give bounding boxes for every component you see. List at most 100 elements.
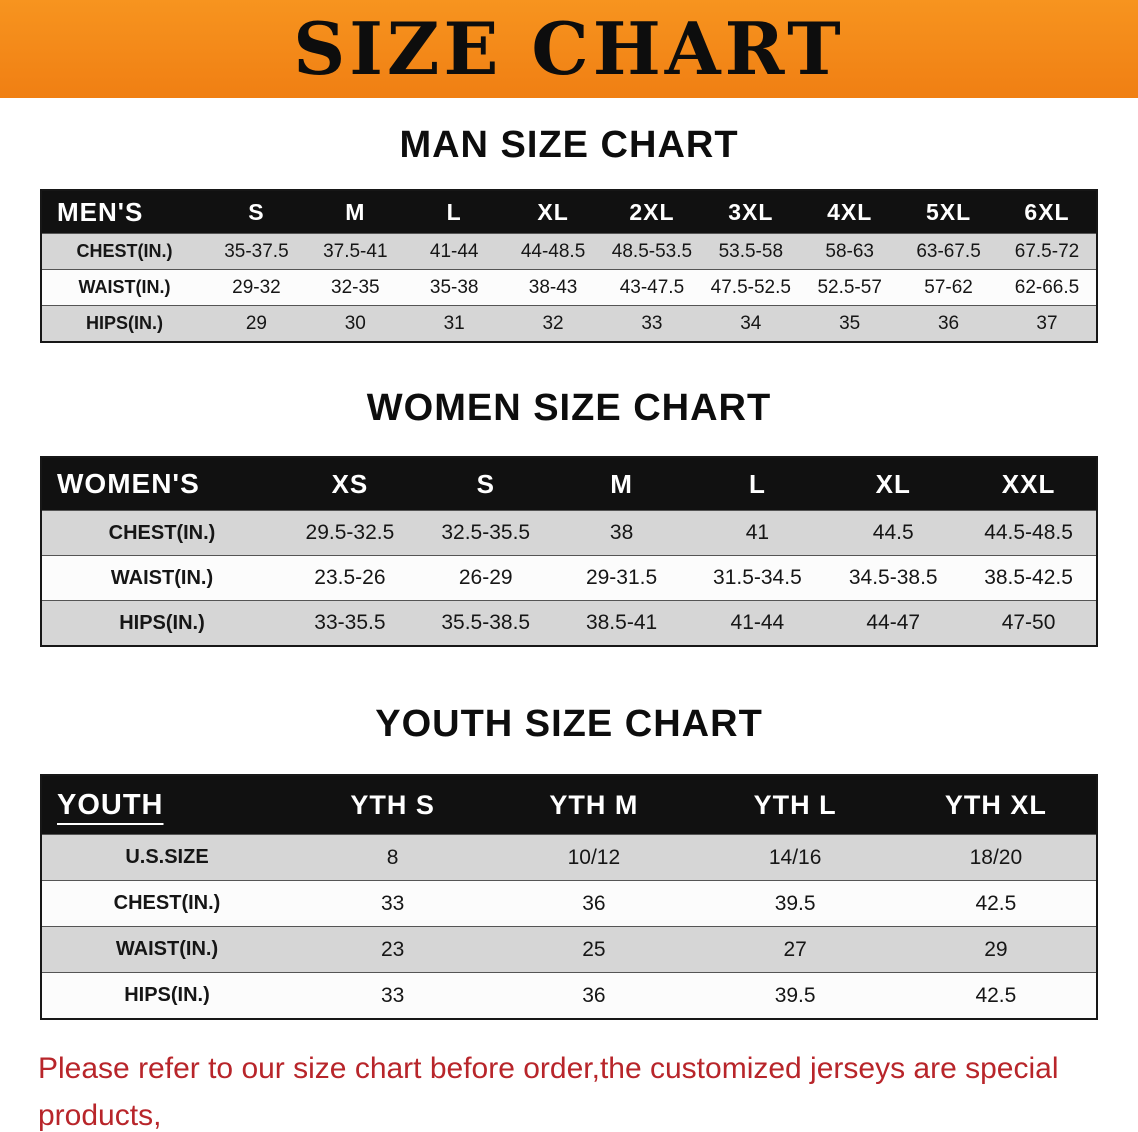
table-title-cell: YOUTH [41, 775, 292, 835]
size-value-cell: 31 [443, 312, 465, 334]
size-value-cell: 35-37.5 [224, 240, 289, 262]
size-value-cell: 37 [1036, 312, 1058, 334]
size-value-cell: 34 [740, 312, 762, 334]
size-value-cell: 29 [245, 312, 267, 334]
women-section-heading: WOMEN SIZE CHART [366, 387, 772, 429]
measurement-row: WAIST(IN.) 23 25 27 29 [41, 926, 1097, 973]
measurement-row: CHEST(IN.) 33 36 39.5 42.5 [41, 880, 1097, 927]
men-section: MAN SIZE CHART MEN'S S M L XL 2XL 3XL 4XL 5XL 6XL… [0, 124, 1138, 343]
measurement-row: CHEST(IN.) 29.5-32.5 32.5-35.5 38 41 44.5 44.5… [41, 510, 1097, 556]
row-label-cell: CHEST(IN.) [113, 892, 221, 914]
size-value-cell: 52.5-57 [817, 276, 882, 298]
size-value-cell: 34.5-38.5 [848, 566, 938, 589]
size-value-cell: 30 [344, 312, 366, 334]
size-value-cell: 44-47 [866, 611, 921, 634]
table-header-row: YOUTH YTH S YTH M YTH L YTH XL [41, 775, 1097, 835]
size-value-cell: 33 [380, 983, 405, 1007]
size-value-cell: 36 [582, 983, 606, 1007]
size-value-cell: 31.5-34.5 [713, 566, 802, 589]
youth-size-table: YOUTH YTH S YTH M YTH L YTH XL U.S.SIZE 8 10/12… [40, 774, 1098, 1020]
size-value-cell: 39.5 [774, 891, 816, 915]
size-value-cell: 57-62 [924, 276, 973, 298]
banner-title: SIZE CHART [293, 6, 845, 91]
row-label-cell: WAIST(IN.) [78, 277, 171, 297]
size-header-cell: XL [825, 457, 962, 511]
youth-section: YOUTH SIZE CHART YOUTH YTH S YTH M YTH L YTH… [0, 703, 1138, 1020]
size-value-cell: 38.5-42.5 [984, 566, 1073, 589]
size-value-cell: 38-43 [528, 276, 578, 298]
size-header-cell: 6XL [998, 190, 1097, 234]
size-value-cell: 62-66.5 [1014, 276, 1080, 298]
size-header-cell: S [207, 190, 306, 234]
size-value-cell: 36 [582, 891, 606, 915]
size-value-cell: 39.5 [774, 983, 816, 1007]
size-chart-banner: SIZE CHART [0, 0, 1138, 98]
size-value-cell: 29-31.5 [585, 566, 658, 589]
size-header-cell: L [689, 457, 826, 511]
size-value-cell: 14/16 [768, 845, 822, 869]
size-value-cell: 10/12 [567, 845, 621, 869]
size-value-cell: 38.5-41 [585, 611, 658, 634]
table-header-row: MEN'S S M L XL 2XL 3XL 4XL 5XL 6XL [41, 190, 1097, 234]
size-value-cell: 29-32 [232, 276, 281, 298]
size-header-cell: 3XL [701, 190, 801, 234]
size-value-cell: 41-44 [429, 240, 479, 262]
size-value-cell: 32 [542, 312, 564, 334]
size-value-cell: 18/20 [969, 845, 1023, 869]
measurement-row: HIPS(IN.) 33-35.5 35.5-38.5 38.5-41 41-44 44-… [41, 600, 1097, 646]
row-label-cell: CHEST(IN.) [76, 241, 173, 261]
size-value-cell: 47.5-52.5 [710, 276, 791, 298]
size-value-cell: 29.5-32.5 [305, 521, 395, 544]
size-value-cell: 35.5-38.5 [441, 611, 531, 634]
measurement-row: WAIST(IN.) 23.5-26 26-29 29-31.5 31.5-34.5 34… [41, 555, 1097, 601]
size-header-cell: 4XL [800, 190, 900, 234]
size-value-cell: 38 [609, 521, 634, 544]
measurement-row: WAIST(IN.) 29-32 32-35 35-38 38-43 43-47.5 47.… [41, 269, 1097, 306]
size-value-cell: 33 [380, 891, 405, 915]
size-value-cell: 29 [984, 937, 1008, 961]
size-value-cell: 44.5-48.5 [984, 521, 1073, 544]
row-label-cell: HIPS(IN.) [124, 984, 210, 1006]
size-header-cell: YTH L [694, 775, 896, 835]
measurement-row: U.S.SIZE 8 10/12 14/16 18/20 [41, 834, 1097, 881]
size-header-cell: XL [503, 190, 603, 234]
size-value-cell: 67.5-72 [1014, 240, 1080, 262]
size-header-cell: L [404, 190, 504, 234]
size-value-cell: 35-38 [429, 276, 479, 298]
women-size-table: WOMEN'S XS S M L XL XXL CHEST(IN.) 29.5-32.5 32.5… [40, 456, 1098, 647]
table-title-cell: WOMEN'S [41, 457, 282, 511]
row-label-cell: HIPS(IN.) [119, 611, 205, 634]
size-value-cell: 37.5-41 [323, 240, 388, 262]
size-value-cell: 35 [839, 312, 861, 334]
women-section: WOMEN SIZE CHART WOMEN'S XS S M L XL XXL CHEST(… [0, 387, 1138, 647]
size-value-cell: 42.5 [975, 983, 1017, 1007]
size-value-cell: 42.5 [975, 891, 1017, 915]
disclaimer: Please refer to our size chart before or… [38, 1046, 1100, 1132]
size-value-cell: 23 [380, 937, 405, 961]
size-value-cell: 44.5 [872, 521, 914, 544]
size-value-cell: 26-29 [458, 566, 513, 589]
table-title-cell: MEN'S [41, 190, 207, 234]
size-header-cell: S [417, 457, 554, 511]
row-label-cell: WAIST(IN.) [110, 566, 214, 589]
table-header-row: WOMEN'S XS S M L XL XXL [41, 457, 1097, 511]
measurement-row: HIPS(IN.) 33 36 39.5 42.5 [41, 972, 1097, 1019]
size-header-cell: M [305, 190, 405, 234]
size-value-cell: 32.5-35.5 [441, 521, 531, 544]
size-value-cell: 8 [386, 845, 399, 869]
size-value-cell: 63-67.5 [916, 240, 981, 262]
size-value-cell: 33 [641, 312, 663, 334]
size-header-cell: XS [282, 457, 418, 511]
measurement-row: CHEST(IN.) 35-37.5 37.5-41 41-44 44-48.5 48.5… [41, 233, 1097, 270]
size-header-cell: YTH XL [895, 775, 1097, 835]
youth-section-heading: YOUTH SIZE CHART [375, 703, 763, 745]
size-value-cell: 27 [783, 937, 807, 961]
size-header-cell: 5XL [899, 190, 998, 234]
row-label-cell: U.S.SIZE [125, 846, 209, 868]
size-value-cell: 23.5-26 [314, 566, 386, 589]
size-value-cell: 25 [582, 937, 606, 961]
men-size-table: MEN'S S M L XL 2XL 3XL 4XL 5XL 6XL CHEST(IN.) 35-37… [40, 189, 1098, 343]
size-value-cell: 53.5-58 [718, 240, 784, 262]
row-label-cell: CHEST(IN.) [108, 521, 216, 544]
